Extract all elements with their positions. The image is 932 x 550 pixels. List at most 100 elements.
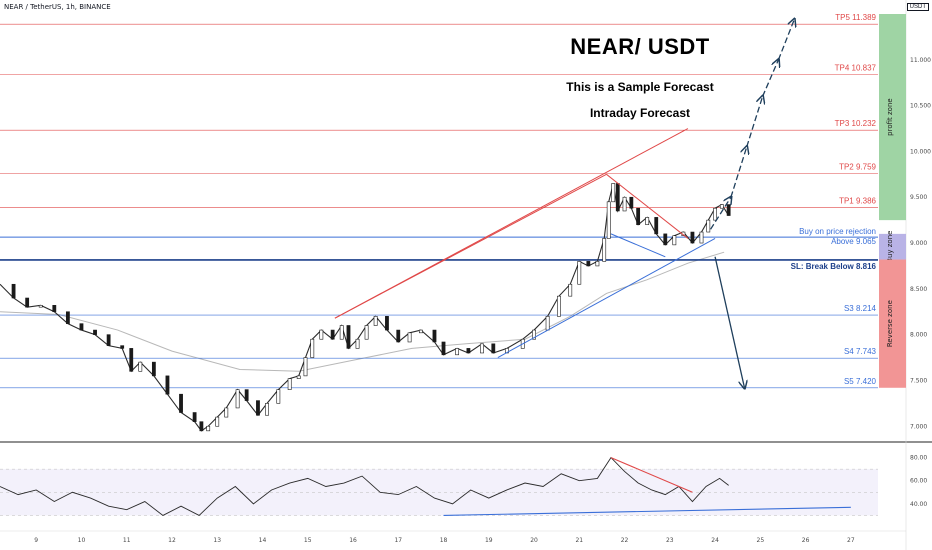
forecast-up-arrow-5	[777, 19, 794, 61]
time-tick-10: 19	[485, 537, 493, 544]
price-tick-7: 10.500	[910, 103, 931, 110]
candle-3	[38, 305, 43, 308]
candle-18	[215, 416, 220, 427]
candle-69	[706, 219, 711, 233]
level-label-tp2: TP2 9.759	[839, 162, 876, 171]
quote-currency-badge[interactable]: USDT	[906, 3, 929, 11]
time-tick-16: 25	[757, 537, 765, 544]
price-tick-3: 8.500	[910, 286, 927, 293]
rsi-tick-0: 40.00	[910, 501, 927, 508]
candle-63	[654, 217, 659, 235]
candle-17	[206, 425, 211, 432]
candle-30	[330, 329, 335, 340]
zone-2	[879, 259, 906, 388]
candle-52	[577, 261, 582, 285]
time-tick-5: 14	[259, 537, 267, 544]
level-label-tp5: TP5 11.389	[835, 13, 876, 22]
price-tick-8: 11.000	[910, 57, 931, 64]
level-label-tp4: TP4 10.837	[835, 64, 877, 73]
candle-19	[224, 407, 229, 418]
price-tick-0: 7.000	[910, 423, 927, 430]
price-tick-1: 7.500	[910, 377, 927, 384]
time-tick-17: 26	[802, 537, 810, 544]
candle-5	[65, 311, 70, 324]
zone-label-0: profit zone	[886, 98, 894, 136]
candle-8	[106, 334, 111, 346]
zone-label-2: Reverse zone	[886, 300, 894, 347]
candle-58	[615, 183, 620, 212]
rsi-tick-1: 60.00	[910, 478, 927, 485]
candle-51	[568, 283, 573, 297]
candle-72	[726, 204, 731, 216]
candle-42	[455, 348, 460, 356]
candle-53	[586, 261, 591, 267]
rsi-trendline-0	[610, 457, 693, 493]
zone-label-1: Buy zone	[886, 231, 894, 263]
chart-annotation-line1: This is a Sample Forecast	[566, 80, 714, 94]
candle-49	[545, 316, 550, 331]
candle-10	[129, 348, 134, 372]
candle-31	[339, 325, 344, 340]
level-label-s5: S5 7.420	[844, 377, 877, 386]
candle-45	[491, 343, 496, 354]
candle-62	[645, 217, 650, 226]
candle-13	[165, 375, 170, 395]
candle-2	[25, 297, 30, 308]
forecast-up-arrow-4	[761, 60, 779, 97]
time-tick-3: 12	[168, 537, 176, 544]
time-tick-18: 27	[847, 537, 855, 544]
candle-61	[636, 207, 641, 226]
level-label-s4: S4 7.743	[844, 347, 877, 356]
time-tick-8: 17	[394, 537, 402, 544]
zone-1	[879, 233, 906, 260]
candle-65	[672, 235, 677, 246]
price-tick-5: 9.500	[910, 194, 927, 201]
rsi-tick-2: 80.00	[910, 455, 927, 462]
time-tick-14: 23	[666, 537, 674, 544]
time-tick-6: 15	[304, 537, 312, 544]
candle-23	[265, 403, 269, 416]
candle-64	[663, 233, 668, 246]
candle-29	[319, 329, 324, 340]
candle-43	[466, 348, 471, 354]
zone-0	[879, 14, 906, 221]
candle-55	[602, 238, 607, 262]
candle-40	[432, 329, 437, 343]
time-tick-2: 11	[123, 537, 131, 544]
time-tick-0: 9	[34, 537, 38, 544]
time-tick-9: 18	[440, 537, 448, 544]
candle-28	[310, 338, 315, 358]
candle-21	[244, 389, 249, 401]
candle-59	[622, 196, 627, 212]
time-tick-11: 20	[530, 537, 538, 544]
level-label-tp3: TP3 10.232	[835, 119, 877, 128]
candle-15	[192, 412, 197, 422]
candle-60	[629, 196, 634, 209]
candle-57	[611, 183, 616, 203]
candle-16	[199, 421, 204, 432]
candle-33	[355, 338, 360, 349]
candle-27	[303, 357, 308, 377]
candle-7	[93, 329, 97, 335]
candle-9	[120, 345, 125, 349]
candle-24	[276, 389, 281, 404]
candle-25	[287, 378, 292, 390]
time-tick-12: 21	[575, 537, 583, 544]
trendline-1	[606, 173, 689, 239]
chart-annotation-line2: Intraday Forecast	[589, 106, 691, 120]
candle-36	[385, 316, 389, 331]
level-label-s3: S3 8.214	[844, 304, 877, 313]
candle-70	[713, 207, 717, 221]
rsi-line	[0, 456, 729, 516]
level-label-sl: SL: Break Below 8.816	[791, 262, 877, 271]
candle-20	[235, 389, 240, 409]
time-tick-7: 16	[349, 537, 357, 544]
time-tick-15: 24	[711, 537, 719, 544]
candle-48	[532, 329, 536, 340]
candle-50	[557, 295, 561, 317]
trendline-3	[497, 238, 716, 358]
level-label-tp1: TP1 9.386	[839, 197, 876, 206]
